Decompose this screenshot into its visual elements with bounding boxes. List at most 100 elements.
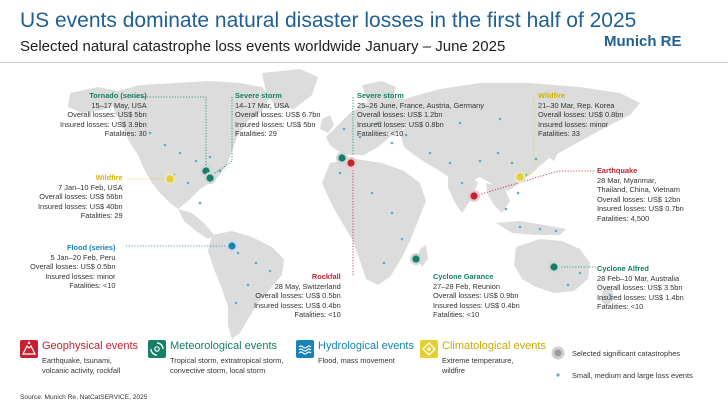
scandinavia bbox=[362, 81, 396, 105]
small-event-marker-icon bbox=[556, 373, 560, 377]
legend-geophysical: Geophysical events Earthquake, tsunami, … bbox=[20, 340, 150, 392]
loss-dot bbox=[428, 151, 432, 155]
event-title: Cyclone Garance bbox=[433, 272, 494, 281]
event-earthquake: Earthquake 28 Mar, Myanmar, Thailand, Ch… bbox=[597, 166, 684, 224]
marker-rockfall bbox=[345, 157, 357, 169]
leader-lines bbox=[126, 96, 596, 275]
event-line: Overall losses: US$ 6.7bn bbox=[235, 110, 321, 120]
event-title: Cyclone Alfred bbox=[597, 264, 649, 273]
legend-desc-line: wildfire bbox=[442, 365, 465, 375]
event-line: Insured losses: minor bbox=[45, 271, 116, 281]
event-line: Fatalities: 30 bbox=[104, 129, 147, 139]
marker-flood bbox=[226, 240, 238, 252]
volcano-icon bbox=[20, 340, 38, 358]
event-title: Earthquake bbox=[597, 166, 638, 175]
legend-significant-label: Selected significant catastrophes bbox=[572, 349, 681, 358]
legend-desc-line: volcanic activity, rockfall bbox=[42, 365, 121, 375]
continents bbox=[68, 69, 640, 339]
event-line: 21–30 Mar, Rep. Korea bbox=[538, 100, 615, 110]
loss-dot bbox=[376, 121, 380, 125]
loss-dot bbox=[268, 269, 272, 273]
loss-dot bbox=[498, 117, 502, 121]
loss-dot bbox=[578, 271, 582, 275]
loss-dot bbox=[208, 155, 212, 159]
legend-description: Tropical storm, extratropical storm, con… bbox=[170, 356, 284, 375]
loss-dot bbox=[178, 151, 182, 155]
loss-dot bbox=[358, 135, 362, 139]
loss-dot bbox=[534, 157, 538, 161]
event-title: Tornado (series) bbox=[89, 91, 147, 100]
event-title: Rockfall bbox=[311, 272, 341, 281]
loss-dot bbox=[338, 171, 342, 175]
loss-dot bbox=[163, 143, 167, 147]
india bbox=[448, 173, 478, 213]
legend-meteorological: Meteorological events Tropical storm, ex… bbox=[148, 340, 294, 392]
event-line: Fatalities: <10 bbox=[357, 129, 404, 139]
event-title: Severe storm bbox=[357, 91, 404, 100]
south-america bbox=[208, 231, 284, 339]
legend-hydrological: Hydrological events Flood, mass movement bbox=[296, 340, 426, 392]
event-line: Overall losses: US$ 1.2bn bbox=[357, 110, 443, 120]
marker-earthquake bbox=[468, 190, 480, 202]
loss-dot bbox=[496, 151, 500, 155]
loss-dot bbox=[246, 283, 250, 287]
indonesia bbox=[496, 221, 566, 235]
loss-dot bbox=[448, 161, 452, 165]
loss-dot bbox=[234, 301, 238, 305]
event-line: Insured losses: US$ 3.9bn bbox=[60, 119, 147, 129]
loss-dot bbox=[404, 133, 408, 137]
legend-desc-line: Flood, mass movement bbox=[318, 356, 395, 365]
event-line: Overall losses: US$ 5bn bbox=[67, 110, 147, 120]
marker-severe-storm-eu bbox=[336, 152, 348, 164]
loss-dot bbox=[538, 227, 542, 231]
loss-dot bbox=[390, 141, 394, 145]
event-line: Insured losses: US$ 1.4bn bbox=[597, 292, 684, 302]
event-line: Thailand, China, Vietnam bbox=[597, 185, 680, 195]
event-line: Overall losses: US$ 56bn bbox=[39, 192, 123, 202]
page-subtitle: Selected natural catastrophe loss events… bbox=[20, 38, 506, 55]
legend-description: Flood, mass movement bbox=[318, 356, 395, 366]
loss-dot bbox=[460, 181, 464, 185]
legend-label: Climatological events bbox=[442, 340, 546, 352]
event-line: Overall losses: US$ 3.5bn bbox=[597, 283, 683, 293]
event-line: Insured losses: US$ 0.7bn bbox=[597, 204, 684, 214]
event-line: 7 Jan–10 Feb, USA bbox=[58, 182, 123, 192]
loss-dot bbox=[516, 191, 520, 195]
event-line: 27–28 Feb, Reunion bbox=[433, 281, 500, 291]
loss-dot bbox=[608, 293, 612, 297]
event-line: Overall losses: US$ 0.5bn bbox=[30, 262, 116, 272]
event-line: 14–17 Mar, USA bbox=[235, 100, 290, 110]
event-line: 28 May, Switzerland bbox=[274, 281, 341, 291]
event-cyclone-garance: Cyclone Garance 27–28 Feb, Reunion Overa… bbox=[433, 272, 520, 320]
loss-dot bbox=[370, 191, 374, 195]
event-wildfire-us: Wildfire 7 Jan–10 Feb, USA Overall losse… bbox=[38, 173, 123, 221]
central-america bbox=[178, 209, 214, 239]
loss-dot bbox=[194, 159, 198, 163]
event-line: Fatalities: 4,500 bbox=[597, 213, 650, 223]
event-line: Insured losses: US$ 0.4bn bbox=[433, 300, 520, 310]
loss-dot bbox=[504, 207, 508, 211]
event-severe-storm-us: Severe storm 14–17 Mar, USA Overall loss… bbox=[235, 91, 320, 139]
leader-wildfire-korea bbox=[519, 97, 535, 178]
loss-dot bbox=[342, 127, 346, 131]
north-america bbox=[112, 81, 270, 209]
event-line: Overall losses: US$ 0.8bn bbox=[538, 110, 624, 120]
marker-wildfire-us bbox=[164, 173, 176, 185]
event-title: Severe storm bbox=[235, 91, 282, 100]
uk bbox=[320, 115, 334, 133]
loss-dot bbox=[186, 181, 190, 185]
event-line: Insured losses: US$ 0.8bn bbox=[357, 119, 444, 129]
event-line: Overall losses: US$ 0.5bn bbox=[255, 291, 341, 301]
loss-dot bbox=[478, 159, 482, 163]
legend-desc-line: Tropical storm, extratropical storm, bbox=[170, 356, 284, 365]
loss-dot bbox=[510, 161, 514, 165]
loss-dot bbox=[236, 251, 240, 255]
new-zealand bbox=[600, 287, 614, 307]
loss-dot bbox=[382, 261, 386, 265]
loss-dot bbox=[566, 283, 570, 287]
event-line: Fatalities: <10 bbox=[294, 310, 341, 320]
marker-wildfire-korea bbox=[514, 171, 526, 183]
loss-dot bbox=[218, 169, 222, 173]
legend-description: Extreme temperature, wildfire bbox=[442, 356, 513, 375]
legend-label: Geophysical events bbox=[42, 340, 138, 352]
